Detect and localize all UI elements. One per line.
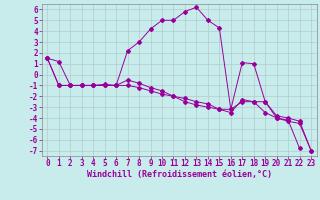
X-axis label: Windchill (Refroidissement éolien,°C): Windchill (Refroidissement éolien,°C): [87, 170, 272, 179]
